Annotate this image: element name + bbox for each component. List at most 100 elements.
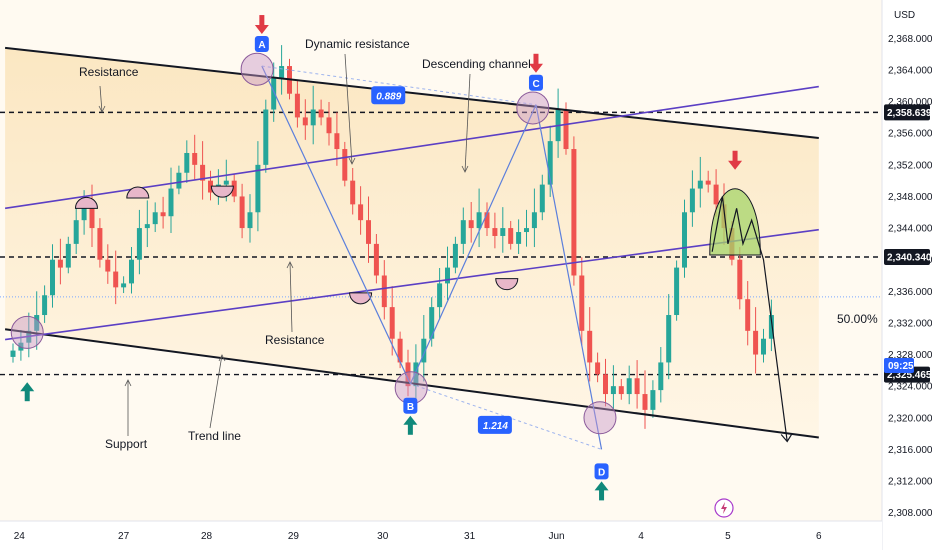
annotation-1[interactable]: Resistance [79,65,139,113]
current-price-tag[interactable]: 09:25 [884,358,914,373]
time-axis-panel[interactable] [0,521,882,550]
candle-97[interactable] [768,299,774,352]
trend-line-2[interactable] [4,228,819,341]
candle-63[interactable] [500,207,506,253]
candle-33[interactable] [263,99,269,173]
candle-22[interactable] [176,165,182,195]
channel-lower-line[interactable] [4,328,819,439]
candle-93[interactable] [737,247,743,310]
candle-16[interactable] [129,247,134,294]
candle-67[interactable] [531,188,537,248]
candle-95[interactable] [753,307,759,374]
candle-72[interactable] [571,136,577,286]
candle-56[interactable] [445,246,450,301]
candle-9[interactable] [73,207,79,255]
annotation-6[interactable]: Trend line [188,354,241,443]
candle-5[interactable] [42,285,48,323]
candle-66[interactable] [524,209,529,247]
candle-54[interactable] [429,297,435,347]
lightning-icon[interactable] [714,498,734,518]
candle-80[interactable] [634,360,640,409]
candle-71[interactable] [563,102,569,155]
candle-43[interactable] [342,141,348,187]
candle-48[interactable] [381,260,387,320]
candle-24[interactable] [192,134,198,180]
candle-57[interactable] [452,236,458,274]
candle-29[interactable] [231,173,237,203]
annotation-2[interactable]: Dynamic resistance [305,37,410,165]
candle-53[interactable] [421,315,427,382]
candle-21[interactable] [168,167,174,233]
candle-17[interactable] [136,209,142,275]
candle-94[interactable] [745,281,751,346]
candle-64[interactable] [508,220,514,250]
candle-58[interactable] [460,207,466,255]
candle-30[interactable] [239,183,245,239]
candle-60[interactable] [476,188,482,248]
pattern-ratio-2[interactable]: 1.214 [477,415,512,434]
candle-15[interactable] [121,276,127,294]
candle-44[interactable] [350,168,356,215]
candle-46[interactable] [366,196,371,263]
candle-62[interactable] [492,212,498,249]
candle-96[interactable] [761,328,766,363]
price-axis-panel[interactable] [882,0,932,550]
channel-upper-line[interactable] [4,46,819,139]
price-tag-1[interactable]: 2,358.639 [884,104,932,121]
candle-40[interactable] [318,99,324,126]
pattern-point-a[interactable]: A [254,36,269,53]
candle-13[interactable] [105,244,111,284]
forecast-zone[interactable] [709,188,761,256]
candle-7[interactable] [57,238,63,285]
candle-42[interactable] [334,112,340,166]
candle-73[interactable] [579,257,585,346]
candle-77[interactable] [610,365,616,411]
candle-79[interactable] [626,365,632,405]
candle-39[interactable] [310,85,316,145]
price-tag-2[interactable]: 2,340.340 [884,249,932,266]
candle-6[interactable] [50,244,55,308]
pattern-leg-1[interactable] [261,65,411,385]
pattern-leg-2[interactable] [409,104,537,385]
candle-89[interactable] [705,170,711,193]
candle-19[interactable] [152,202,158,233]
candle-31[interactable] [247,194,253,243]
candle-81[interactable] [642,370,648,429]
candle-84[interactable] [666,294,672,380]
candle-69[interactable] [547,125,553,197]
pattern-point-d[interactable]: D [594,463,609,480]
candle-83[interactable] [658,347,664,403]
candle-87[interactable] [689,170,695,227]
candle-45[interactable] [358,186,364,235]
candle-78[interactable] [618,379,624,400]
annotation-5[interactable]: Support [105,379,148,451]
candle-37[interactable] [294,81,300,128]
candle-25[interactable] [200,141,206,200]
candle-38[interactable] [302,99,308,140]
candle-68[interactable] [539,174,545,221]
candle-82[interactable] [650,380,656,418]
candle-51[interactable] [405,349,411,397]
candle-41[interactable] [326,102,332,146]
candle-59[interactable] [468,201,474,243]
forecast-path[interactable] [711,196,788,442]
annotation-4[interactable]: Resistance [265,261,325,347]
candle-61[interactable] [484,202,490,236]
candle-14[interactable] [113,250,119,305]
candle-20[interactable] [160,196,166,229]
candle-47[interactable] [373,234,379,284]
pattern-point-b[interactable]: B [403,397,418,414]
candle-18[interactable] [144,200,150,248]
annotation-3[interactable]: Descending channel [422,57,531,173]
candle-32[interactable] [255,141,261,232]
candle-12[interactable] [97,218,103,268]
candle-65[interactable] [516,219,522,255]
candle-23[interactable] [184,140,190,183]
candle-26[interactable] [208,170,213,201]
candle-8[interactable] [65,236,71,274]
candle-75[interactable] [595,352,601,383]
candle-86[interactable] [682,199,687,278]
candle-55[interactable] [437,267,443,320]
candle-76[interactable] [603,358,608,407]
pattern-point-c[interactable]: C [528,74,543,91]
